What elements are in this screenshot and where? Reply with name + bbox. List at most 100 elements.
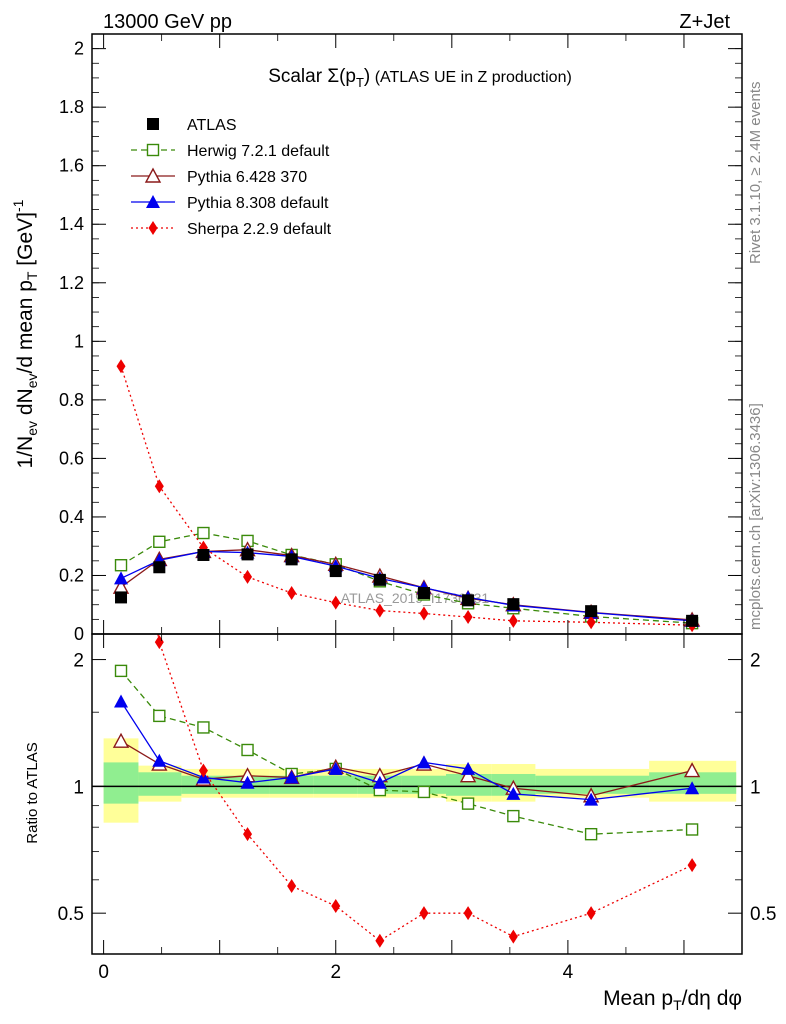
ratio-point-herwig-7-2-1-default-8 xyxy=(461,797,475,810)
xtick-label-0: 0 xyxy=(98,962,109,983)
main-point-atlas-9 xyxy=(507,598,520,611)
ratio-point-pythia-6-428-370-8 xyxy=(459,767,477,783)
main-point-herwig-7-2-1-default-1 xyxy=(153,535,166,549)
ratio-point-pythia-8-308-default-5 xyxy=(328,761,343,775)
ratio-series-sherpa-2-2-9-default xyxy=(154,634,697,948)
ratio-point-herwig-7-2-1-default-2 xyxy=(197,721,210,734)
mcplots-label: mcplots.cern.ch [arXiv:1306.3436] xyxy=(747,403,764,630)
legend-entry-sherpa-2-2-9-default: Sherpa 2.2.9 default xyxy=(131,221,332,238)
ratio-line-herwig-7-2-1-default xyxy=(120,670,693,835)
ratio-point-herwig-7-2-1-default-1 xyxy=(153,709,166,723)
legend-label-pythia-8-308-default: Pythia 8.308 default xyxy=(187,195,329,212)
legend-marker-sherpa-2-2-9-default xyxy=(148,221,158,235)
legend-marker-pythia-6-428-370 xyxy=(144,167,162,183)
ratio-point-pythia-8-308-default-11 xyxy=(685,781,700,795)
main-point-atlas-1 xyxy=(153,561,166,574)
main-point-atlas-11 xyxy=(686,614,699,627)
main-ytick-label-3: 0.6 xyxy=(59,448,84,468)
ratio-ytick-label-right-0: 0.5 xyxy=(750,904,776,925)
main-point-sherpa-2-2-9-default-10 xyxy=(586,615,596,630)
ratio-point-pythia-8-308-default-1 xyxy=(152,753,167,767)
main-point-sherpa-2-2-9-default-6 xyxy=(375,603,385,618)
ratio-line-sherpa-2-2-9-default xyxy=(157,634,693,942)
main-point-atlas-6 xyxy=(373,573,386,586)
main-ytick-label-7: 1.4 xyxy=(59,214,84,234)
main-line-herwig-7-2-1-default xyxy=(120,532,693,624)
ratio-point-sherpa-2-2-9-default-6 xyxy=(375,933,385,948)
ratio-point-herwig-7-2-1-default-3 xyxy=(241,743,254,757)
legend-label-atlas: ATLAS xyxy=(187,117,237,134)
main-ytick-label-8: 1.6 xyxy=(59,156,84,176)
main-line-sherpa-2-2-9-default xyxy=(120,365,693,626)
main-point-atlas-4 xyxy=(285,553,298,566)
main-point-herwig-7-2-1-default-0 xyxy=(114,559,128,572)
header-left-label: 13000 GeV pp xyxy=(103,11,232,33)
ratio-series-layer xyxy=(112,634,701,948)
header-right-label: Z+Jet xyxy=(679,11,730,33)
main-point-atlas-5 xyxy=(329,565,342,578)
main-point-atlas-3 xyxy=(241,548,254,561)
main-ytick-label-2: 0.4 xyxy=(59,507,84,527)
ratio-point-sherpa-2-2-9-default-2 xyxy=(198,763,208,778)
ratio-point-sherpa-2-2-9-default-9 xyxy=(508,929,518,944)
legend-label-pythia-6-428-370: Pythia 6.428 370 xyxy=(187,169,307,186)
legend-label-sherpa-2-2-9-default: Sherpa 2.2.9 default xyxy=(187,221,332,238)
ratio-ytick-label-2: 2 xyxy=(73,651,84,672)
main-point-sherpa-2-2-9-default-5 xyxy=(331,595,341,610)
legend-marker-herwig-7-2-1-default xyxy=(146,143,160,157)
ratio-point-herwig-7-2-1-default-7 xyxy=(417,785,431,799)
ratio-panel-frame xyxy=(91,633,743,955)
ratio-point-pythia-8-308-default-6 xyxy=(372,775,387,789)
main-ytick-label-4: 0.8 xyxy=(59,390,84,410)
stat-band-1 xyxy=(138,772,182,796)
ratio-point-pythia-8-308-default-10 xyxy=(584,792,599,806)
main-point-sherpa-2-2-9-default-9 xyxy=(508,613,518,628)
main-point-herwig-7-2-1-default-2 xyxy=(197,526,210,540)
ratio-point-sherpa-2-2-9-default-5 xyxy=(331,899,341,914)
legend-entry-pythia-6-428-370: Pythia 6.428 370 xyxy=(131,167,307,186)
ratio-ytick-label-0: 0.5 xyxy=(58,904,84,925)
ratio-series-herwig-7-2-1-default xyxy=(114,664,699,841)
ratio-point-herwig-7-2-1-default-11 xyxy=(685,823,699,836)
stat-band-4 xyxy=(269,775,314,794)
main-ytick-label-6: 1.2 xyxy=(59,273,84,293)
plot-title: Scalar Σ(pT) (ATLAS UE in Z production) xyxy=(268,66,572,90)
stat-band-0 xyxy=(103,762,139,804)
ratio-line-pythia-8-308-default xyxy=(120,701,693,801)
stat-band-5 xyxy=(313,775,358,794)
ratio-point-sherpa-2-2-9-default-11 xyxy=(687,858,697,873)
ratio-point-sherpa-2-2-9-default-4 xyxy=(287,879,297,894)
main-point-sherpa-2-2-9-default-0 xyxy=(116,359,126,374)
xtick-label-1: 2 xyxy=(330,962,341,983)
ratio-point-pythia-8-308-default-9 xyxy=(506,786,521,800)
ratio-point-sherpa-2-2-9-default-8 xyxy=(463,906,473,921)
legend-entry-herwig-7-2-1-default: Herwig 7.2.1 default xyxy=(131,143,330,160)
main-point-sherpa-2-2-9-default-3 xyxy=(243,569,253,584)
ratio-point-pythia-6-428-370-11 xyxy=(683,762,701,778)
ratio-line-pythia-6-428-370 xyxy=(120,740,693,797)
legend-marker-pythia-8-308-default xyxy=(146,195,160,208)
legend-entry-atlas: ATLAS xyxy=(147,117,237,134)
ratio-point-pythia-8-308-default-8 xyxy=(461,761,476,775)
main-point-atlas-7 xyxy=(417,587,430,600)
main-point-sherpa-2-2-9-default-8 xyxy=(463,610,473,625)
axis-ticks: 0 0.2 0.4 0.6 0.8 1 1.2 1.4 1.6 1.8 2 0.5 0.5 1 1 2 2 0 2 4 xyxy=(58,33,776,983)
main-point-atlas-2 xyxy=(197,548,210,561)
ratio-point-pythia-8-308-default-7 xyxy=(416,755,431,769)
ratio-point-herwig-7-2-1-default-0 xyxy=(114,664,128,678)
ratio-point-pythia-6-428-370-0 xyxy=(112,732,130,748)
main-point-atlas-10 xyxy=(585,605,598,618)
main-ytick-label-1: 0.2 xyxy=(59,565,84,585)
ratio-point-pythia-8-308-default-4 xyxy=(284,770,299,784)
ratio-y-axis-label: Ratio to ATLAS xyxy=(24,742,41,843)
main-point-atlas-0 xyxy=(115,591,128,604)
main-series-layer xyxy=(112,359,701,633)
ratio-point-herwig-7-2-1-default-10 xyxy=(584,827,598,841)
x-axis-label: Mean pT/dη dφ xyxy=(603,987,742,1013)
legend-label-herwig-7-2-1-default: Herwig 7.2.1 default xyxy=(187,143,330,160)
main-ytick-label-10: 2 xyxy=(74,39,84,59)
ratio-point-sherpa-2-2-9-default-1 xyxy=(154,635,164,650)
stat-band-10 xyxy=(535,775,650,794)
main-point-sherpa-2-2-9-default-1 xyxy=(154,479,164,494)
